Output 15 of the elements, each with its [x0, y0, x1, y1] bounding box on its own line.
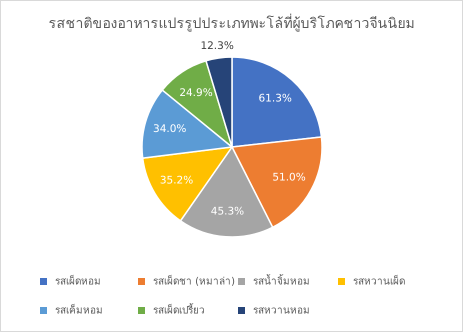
legend-label: รสเผ็ดชา (หมาล่า) — [153, 274, 236, 288]
legend-label: รสเผ็ดหอม — [55, 274, 101, 288]
data-label: 12.3% — [200, 40, 234, 52]
data-label: 45.3% — [210, 206, 244, 218]
legend-label: รสหวานเผ็ด — [353, 274, 405, 288]
data-label: 51.0% — [272, 172, 306, 184]
data-label: 34.0% — [153, 122, 186, 135]
legend-label: รสเผ็ดเปรี้ยว — [153, 302, 205, 317]
chart-title: รสชาติของอาหารแปรรูปประเภทพะโล้ที่ผู้บริโภคชาวจีนนิยม — [48, 14, 414, 32]
data-label: 61.3% — [258, 92, 292, 105]
legend-label: รสหวานหอม — [253, 306, 310, 317]
legend-label: รสน้ำจิ้มหอม — [253, 274, 310, 288]
legend-label: รสเค็มหอม — [55, 302, 103, 317]
data-label: 35.2% — [160, 174, 194, 186]
data-label: 24.9% — [179, 86, 213, 99]
